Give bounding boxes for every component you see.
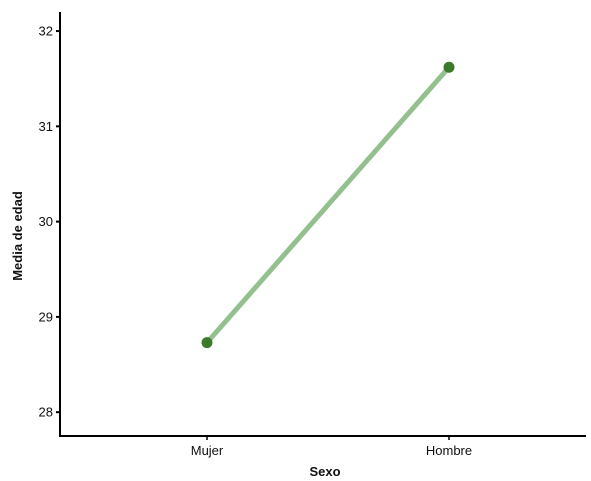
series-line bbox=[204, 64, 452, 346]
y-tick-label: 30 bbox=[39, 214, 53, 229]
x-axis-ticks: Mujer Hombre bbox=[191, 436, 472, 458]
y-axis-ticks: 28 29 30 31 32 bbox=[39, 24, 60, 420]
y-tick-label: 31 bbox=[39, 119, 53, 134]
data-point bbox=[443, 61, 455, 73]
x-tick-label: Hombre bbox=[426, 443, 472, 458]
y-tick-label: 29 bbox=[39, 309, 53, 324]
plot-frame bbox=[59, 12, 586, 437]
series-layer bbox=[201, 61, 455, 349]
y-axis-title: Media de edad bbox=[10, 191, 25, 281]
data-point bbox=[201, 337, 213, 349]
x-tick-label: Mujer bbox=[191, 443, 224, 458]
x-axis-title: Sexo bbox=[309, 464, 340, 479]
y-tick-label: 32 bbox=[39, 24, 53, 39]
y-tick-label: 28 bbox=[39, 405, 53, 420]
